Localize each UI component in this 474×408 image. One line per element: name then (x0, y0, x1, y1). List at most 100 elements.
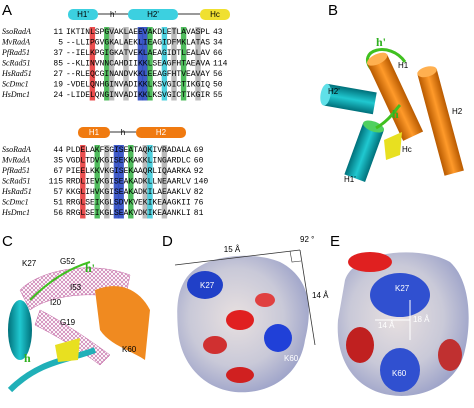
structure-label: H1 (89, 128, 100, 137)
start-index: 35 (53, 157, 63, 166)
end-index: 140 (194, 178, 209, 187)
species-name: ScDmc1 (2, 198, 29, 207)
sequence: --RLEQCGINANDVKKLEEAGFHTVEAVAY (66, 70, 210, 79)
residue-highlight (147, 27, 153, 101)
structure-label: H2' (147, 10, 159, 19)
end-index: 76 (194, 199, 204, 208)
start-index: 5 (58, 39, 63, 48)
start-index: 44 (53, 146, 63, 155)
end-index: 50 (213, 81, 223, 90)
start-index: 11 (53, 28, 63, 37)
end-index: 56 (213, 70, 223, 79)
sequence: RRGLSEIKGLSEAKVDKIKEAANKLI (66, 209, 191, 218)
structure-label: H1' (77, 10, 89, 19)
start-index: 51 (53, 199, 63, 208)
distance-label: 18 Å (413, 315, 430, 324)
surface-d (174, 249, 316, 393)
start-index: 85 (53, 60, 63, 69)
species-name: PfRad51 (1, 166, 30, 175)
helix-label: H2' (328, 87, 340, 96)
residue-label: I20 (50, 298, 62, 307)
surface-e (337, 252, 469, 396)
sequence: --IELKPGIGKATVEKLAEAGIDTLEALAV (66, 49, 210, 58)
species-name: HsRad51 (1, 69, 32, 78)
end-index: 114 (213, 60, 228, 69)
residue-highlight (104, 145, 110, 219)
helix-label: H2 (452, 107, 463, 116)
residue-highlight (137, 27, 144, 101)
species-name: SsoRadA (2, 145, 31, 154)
sequence: -LIDELQNGINVADIKKLKSVGICTIKGIR (66, 91, 210, 100)
distance-label: 15 Å (224, 245, 241, 254)
residue-label: I53 (70, 283, 82, 292)
structure-label: H2 (156, 128, 167, 137)
residue-highlight (123, 27, 129, 101)
residue-highlight (180, 27, 187, 101)
residue-label: K60 (392, 369, 407, 378)
distance-label: 14 Å (378, 321, 395, 330)
residue-highlight (104, 27, 110, 101)
residue-label: K60 (284, 354, 299, 363)
end-index: 92 (194, 167, 204, 176)
sequence: PIEELKKVKGISEKAAQRLIQAARKA (66, 167, 191, 176)
structure-bar (68, 9, 230, 138)
sequence: RRGLSEIKGLSDVKVEKIKEAAGKII (66, 199, 191, 208)
helix-label: Hc (402, 145, 412, 154)
end-index: 55 (213, 91, 223, 100)
species-name: HsDmc1 (1, 208, 30, 217)
start-index: 57 (53, 188, 63, 197)
residue-highlight (147, 145, 153, 219)
species-name: HsRad51 (1, 187, 32, 196)
species-name: HsDmc1 (1, 90, 30, 99)
sequence: --KLINVNNCAHDIIKKLSEAGFHTAEAVA (66, 60, 210, 69)
residue-highlight (161, 27, 168, 101)
residue-label: K27 (200, 281, 215, 290)
species-name: ScRad51 (2, 177, 30, 186)
panel-label: E (330, 233, 340, 250)
species-name: PfRad51 (1, 48, 30, 57)
species-name: MvRadA (1, 156, 30, 165)
species-name: ScRad51 (2, 59, 30, 68)
species-name: SsoRadA (2, 27, 31, 36)
sequence: --LLIPGVGKALAEKLIEAGIDFMKLATAS (66, 39, 210, 48)
sequence: -VDELQNHGINVADIKKLKSVGICTIKGIQ (66, 81, 210, 90)
residue-highlight (161, 145, 168, 219)
residue-highlight (128, 145, 134, 219)
end-index: 43 (213, 28, 223, 37)
helix-label: H1' (344, 175, 356, 184)
structure-label: h' (110, 10, 116, 19)
cartoon-c (7, 261, 150, 393)
residue-label: h' (85, 261, 95, 275)
sequence: VGDLTDVKGISEKKAKKLINGARDLC (66, 157, 191, 166)
sequence: RRDLIEVKGISEAKADKLLNEAARLV (66, 178, 191, 187)
sequence: PLDELAKFSGISEATAQKIVRADALA (66, 146, 191, 155)
angle-label: 92 ° (300, 235, 314, 244)
residue-highlight (142, 27, 148, 101)
start-index: 24 (53, 91, 63, 100)
start-index: 56 (53, 209, 63, 218)
species-name: MvRadA (1, 38, 30, 47)
residue-highlight (108, 27, 115, 101)
structure-label: h (121, 128, 125, 137)
end-index: 69 (194, 146, 204, 155)
structure-label: Hc (210, 10, 220, 19)
start-index: 67 (53, 167, 63, 176)
helix-label: h (392, 107, 399, 121)
residue-highlight (80, 145, 86, 219)
panel-label: A (2, 2, 12, 19)
sequence: IKTINLSPGVAKLAEEVAKDLETLAVASPL (66, 28, 210, 37)
residue-label: G52 (60, 257, 76, 266)
cartoon-b (320, 48, 464, 182)
species-name: ScDmc1 (2, 80, 29, 89)
helix-label: H1 (398, 61, 409, 70)
residue-label: h (24, 351, 31, 365)
start-index: 115 (49, 178, 64, 187)
residue-highlight (94, 145, 100, 219)
distance-label: 14 Å (312, 291, 329, 300)
start-index: 19 (53, 81, 63, 90)
residue-highlight (118, 145, 124, 219)
residue-label: K60 (122, 345, 137, 354)
residue-highlight (195, 27, 201, 101)
panel-label: C (2, 233, 13, 250)
